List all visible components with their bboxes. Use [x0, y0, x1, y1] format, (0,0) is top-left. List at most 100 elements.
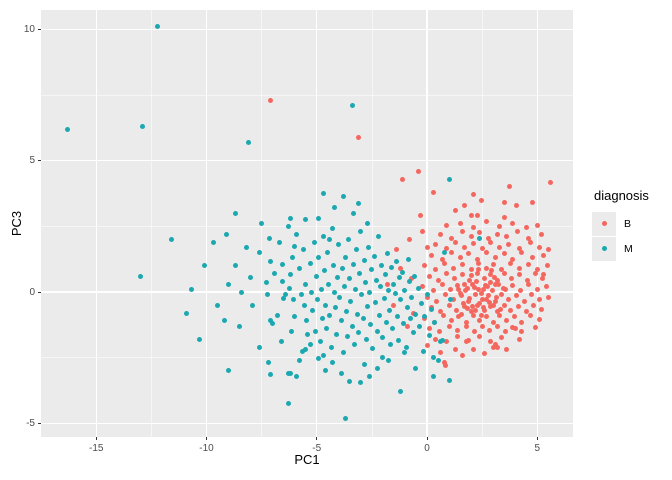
data-point-b	[496, 281, 502, 287]
data-point-b	[512, 326, 518, 332]
data-point-b	[470, 313, 476, 319]
data-point-b	[501, 251, 507, 257]
data-point-b	[433, 336, 439, 342]
data-point-m	[321, 268, 327, 274]
data-point-m	[407, 315, 413, 321]
data-point-b	[480, 305, 486, 311]
data-point-b	[484, 250, 490, 256]
data-point-b	[474, 278, 480, 284]
data-point-b	[457, 255, 463, 261]
data-point-m	[223, 231, 229, 237]
legend-entry-m: M	[592, 236, 649, 261]
gridline-major-x	[95, 10, 97, 437]
data-point-b	[473, 308, 479, 314]
data-point-m	[385, 288, 391, 294]
data-point-b	[490, 261, 496, 267]
data-point-m	[418, 301, 424, 307]
data-point-b	[455, 287, 461, 293]
data-point-b	[406, 236, 412, 242]
data-point-m	[339, 265, 345, 271]
data-point-m	[435, 357, 441, 363]
data-point-m	[281, 296, 287, 302]
data-point-b	[534, 222, 540, 228]
data-point-b	[469, 281, 475, 287]
data-point-m	[304, 318, 310, 324]
legend-label-m: M	[624, 242, 633, 255]
data-point-b	[475, 256, 481, 262]
data-point-m	[263, 280, 269, 286]
data-point-m	[381, 296, 387, 302]
data-point-m	[358, 380, 364, 386]
data-point-m	[403, 344, 409, 350]
data-point-m	[291, 297, 297, 303]
data-point-b	[492, 298, 498, 304]
data-point-m	[320, 190, 326, 196]
data-point-b	[523, 225, 529, 231]
data-point-b	[457, 290, 463, 296]
gridline-minor-x	[371, 10, 373, 437]
data-point-m	[383, 319, 389, 325]
data-point-m	[416, 323, 422, 329]
data-point-b	[484, 265, 490, 271]
data-point-b	[437, 309, 443, 315]
data-point-b	[459, 352, 465, 358]
x-axis-tick	[536, 437, 538, 440]
data-point-b	[481, 276, 487, 282]
y-axis-tick	[38, 422, 41, 424]
data-point-b	[453, 239, 459, 245]
data-point-m	[299, 348, 305, 354]
data-point-m	[65, 126, 71, 132]
data-point-m	[361, 257, 367, 263]
data-point-m	[379, 263, 385, 269]
data-point-m	[307, 260, 313, 266]
legend-key-m	[592, 236, 616, 261]
data-point-b	[356, 134, 362, 140]
data-point-b	[471, 284, 477, 290]
data-point-b	[508, 307, 514, 313]
data-point-b	[524, 277, 530, 283]
data-point-m	[366, 244, 372, 250]
data-point-m	[347, 378, 353, 384]
data-point-b	[470, 347, 476, 353]
data-point-m	[278, 339, 284, 345]
data-point-m	[137, 273, 143, 279]
data-point-m	[265, 360, 271, 366]
data-point-b	[457, 221, 463, 227]
gridline-major-x	[426, 10, 428, 437]
data-point-b	[478, 290, 484, 296]
data-point-b	[404, 323, 410, 329]
data-point-m	[409, 294, 415, 300]
data-point-m	[232, 210, 238, 216]
data-point-b	[483, 296, 489, 302]
data-point-m	[369, 267, 375, 273]
data-point-b	[530, 255, 536, 261]
data-point-b	[461, 303, 467, 309]
data-point-m	[250, 302, 256, 308]
data-point-b	[484, 314, 490, 320]
data-point-m	[294, 231, 300, 237]
data-point-b	[448, 250, 454, 256]
data-point-m	[387, 307, 392, 313]
data-point-b	[513, 293, 519, 299]
data-point-m	[168, 236, 174, 242]
data-point-m	[325, 250, 331, 256]
data-point-b	[507, 184, 513, 190]
data-point-b	[455, 282, 461, 288]
data-point-m	[296, 265, 302, 271]
data-point-m	[328, 344, 334, 350]
data-point-b	[439, 256, 445, 262]
data-point-b	[497, 313, 503, 319]
data-point-m	[345, 334, 351, 340]
data-point-m	[287, 215, 293, 221]
gridline-minor-y	[41, 94, 573, 96]
data-point-m	[346, 236, 352, 242]
data-point-m	[280, 261, 286, 267]
x-axis-tick	[95, 437, 97, 440]
data-point-b	[424, 343, 430, 349]
data-point-m	[477, 235, 483, 241]
data-point-m	[398, 389, 404, 395]
data-point-m	[380, 335, 386, 341]
data-point-b	[446, 323, 452, 329]
data-point-b	[471, 328, 477, 334]
data-point-b	[529, 292, 535, 298]
